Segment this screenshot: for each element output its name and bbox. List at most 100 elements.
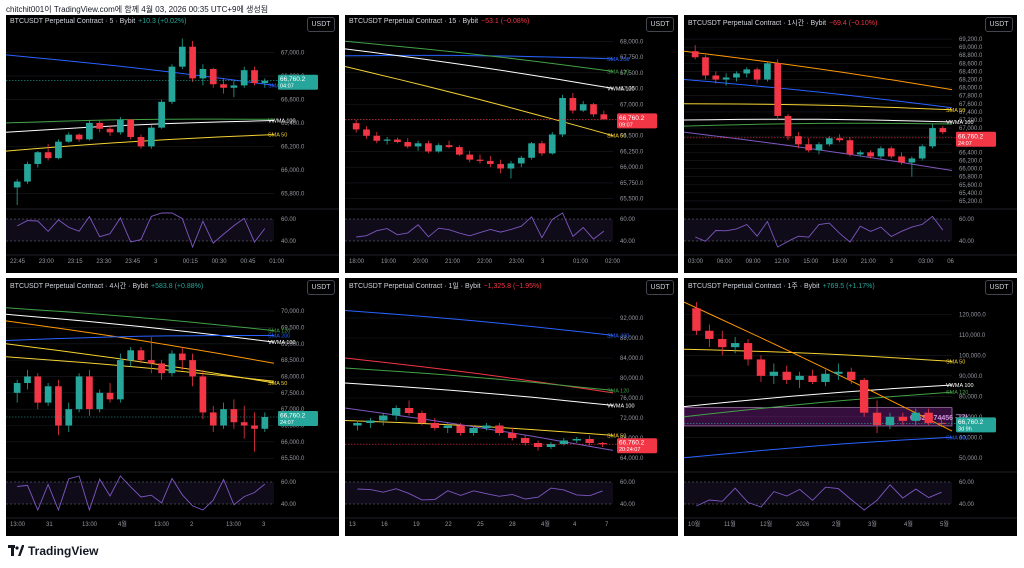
y-tick-label: 66,000.0: [959, 167, 983, 173]
x-tick-label: 00:45: [240, 259, 256, 265]
oscillator-band: [684, 482, 952, 504]
candle: [443, 425, 452, 428]
x-tick-label: 18:00: [832, 259, 848, 265]
x-tick-label: 00:15: [183, 259, 199, 265]
candle: [251, 70, 258, 84]
indicator-line: [6, 118, 275, 124]
x-tick-label: 13:00: [10, 522, 26, 528]
x-tick-label: 19:00: [381, 259, 397, 265]
candle: [929, 128, 936, 147]
candle: [476, 159, 484, 161]
indicator-line: [684, 391, 953, 418]
candle: [784, 115, 792, 137]
candle: [836, 138, 843, 141]
candle: [456, 147, 463, 155]
candle: [598, 443, 607, 445]
y-tick-label: 65,500.0: [281, 456, 305, 462]
x-tick-label: 23:45: [125, 259, 141, 265]
candle: [548, 134, 556, 154]
x-tick-label: 09:00: [746, 259, 762, 265]
oscillator-tick-label: 40.00: [281, 502, 297, 508]
chart-panel-1w[interactable]: 120,000.0 110,000.0 100,000.0 90,000.0 80,00…: [684, 278, 1017, 536]
currency-button[interactable]: USDT: [307, 280, 335, 295]
y-tick-label: 65,600.0: [959, 183, 983, 189]
x-tick-label: 25: [477, 522, 484, 528]
candle: [743, 69, 751, 74]
indicator-line: [6, 307, 275, 332]
candle: [414, 143, 422, 147]
candle: [220, 84, 227, 88]
indicator-line: [345, 357, 614, 394]
candle: [918, 146, 926, 159]
y-tick-label: 67,200.0: [959, 118, 983, 124]
price-change: −69.4 (−0.10%): [829, 20, 878, 27]
candle: [117, 119, 124, 133]
y-tick-label: 66,400.0: [281, 121, 305, 127]
x-tick-label: 13: [349, 522, 356, 528]
y-tick-label: 67,250.0: [620, 87, 644, 93]
chart-panel-4h[interactable]: 70,000.0 69,500.0 69,000.0 68,500.0 68,000.0…: [6, 278, 339, 536]
indicator-line: [6, 320, 275, 364]
candle: [867, 152, 874, 157]
x-tick-label: 18:00: [349, 259, 365, 265]
candle: [417, 413, 427, 423]
y-tick-label: 65,400.0: [959, 191, 983, 197]
current-price-tag: [278, 74, 318, 90]
indicator-label: SMA 50: [268, 381, 287, 387]
x-tick-label: 3: [154, 259, 158, 265]
y-tick-label: 68,400.0: [959, 69, 983, 75]
candle: [782, 371, 791, 380]
x-tick-label: 06: [947, 259, 954, 265]
candle: [846, 140, 854, 155]
y-tick-label: 67,000.0: [959, 126, 983, 132]
candle: [590, 104, 597, 115]
candle: [911, 412, 920, 421]
x-tick-label: 23:00: [39, 259, 55, 265]
candle: [137, 137, 145, 147]
oscillator-tick-label: 40.00: [281, 239, 297, 245]
candle: [230, 85, 238, 88]
currency-button[interactable]: USDT: [646, 17, 674, 32]
currency-button[interactable]: USDT: [985, 17, 1013, 32]
oscillator-tick-label: 60.00: [959, 480, 975, 486]
candle: [533, 443, 543, 447]
x-tick-label: 21:00: [861, 259, 877, 265]
x-tick-label: 01:00: [573, 259, 589, 265]
x-tick-label: 22:45: [10, 259, 26, 265]
y-tick-label: 88,000.0: [620, 336, 644, 342]
currency-button[interactable]: USDT: [646, 280, 674, 295]
y-tick-label: 67,000.0: [281, 407, 305, 413]
candle: [178, 46, 186, 67]
chart-title: BTCUSDT Perpetual Contract · 4시간 · Bybit…: [10, 283, 204, 290]
x-tick-label: 06:00: [717, 259, 733, 265]
x-tick-label: 22: [445, 522, 452, 528]
current-price-value: 66,760.2: [958, 133, 984, 140]
y-tick-label: 66,500.0: [281, 424, 305, 430]
chart-panel-1h[interactable]: 69,200.0 69,000.0 68,800.0 68,600.0 68,400.0…: [684, 15, 1017, 273]
y-tick-label: 68,500.0: [281, 358, 305, 364]
candle: [887, 148, 895, 157]
tradingview-logo[interactable]: TradingView: [8, 544, 98, 558]
y-tick-label: 69,000.0: [959, 45, 983, 51]
chart-panel-1d[interactable]: 92,000.0 88,000.0 84,000.0 80,000.0 76,000.0…: [345, 278, 678, 536]
currency-button[interactable]: USDT: [307, 17, 335, 32]
candle: [722, 77, 730, 80]
candle: [261, 80, 269, 84]
currency-button[interactable]: USDT: [985, 280, 1013, 295]
chart-panel-15m[interactable]: 68,000.0 67,750.0 67,500.0 67,250.0 67,000.0…: [345, 15, 678, 273]
candle: [168, 353, 176, 374]
candle: [425, 143, 432, 152]
current-price-timer: 24:07: [280, 420, 294, 426]
indicator-label: VWMA 100: [607, 404, 635, 410]
oscillator-band: [6, 482, 274, 504]
oscillator-line: [696, 484, 942, 511]
y-tick-label: 68,000.0: [620, 39, 644, 45]
y-tick-label: 120,000.0: [959, 312, 986, 318]
x-tick-label: 13:00: [82, 522, 98, 528]
y-tick-label: 67,500.0: [620, 71, 644, 77]
chart-panel-5m[interactable]: 67,000.066,800.066,600.066,400.066,200.0…: [6, 15, 339, 273]
y-tick-label: 100,000.0: [959, 353, 986, 359]
current-price-value: 66,760.2: [619, 115, 645, 122]
y-tick-label: 65,800.0: [281, 191, 305, 197]
current-price-tag: [956, 417, 996, 433]
